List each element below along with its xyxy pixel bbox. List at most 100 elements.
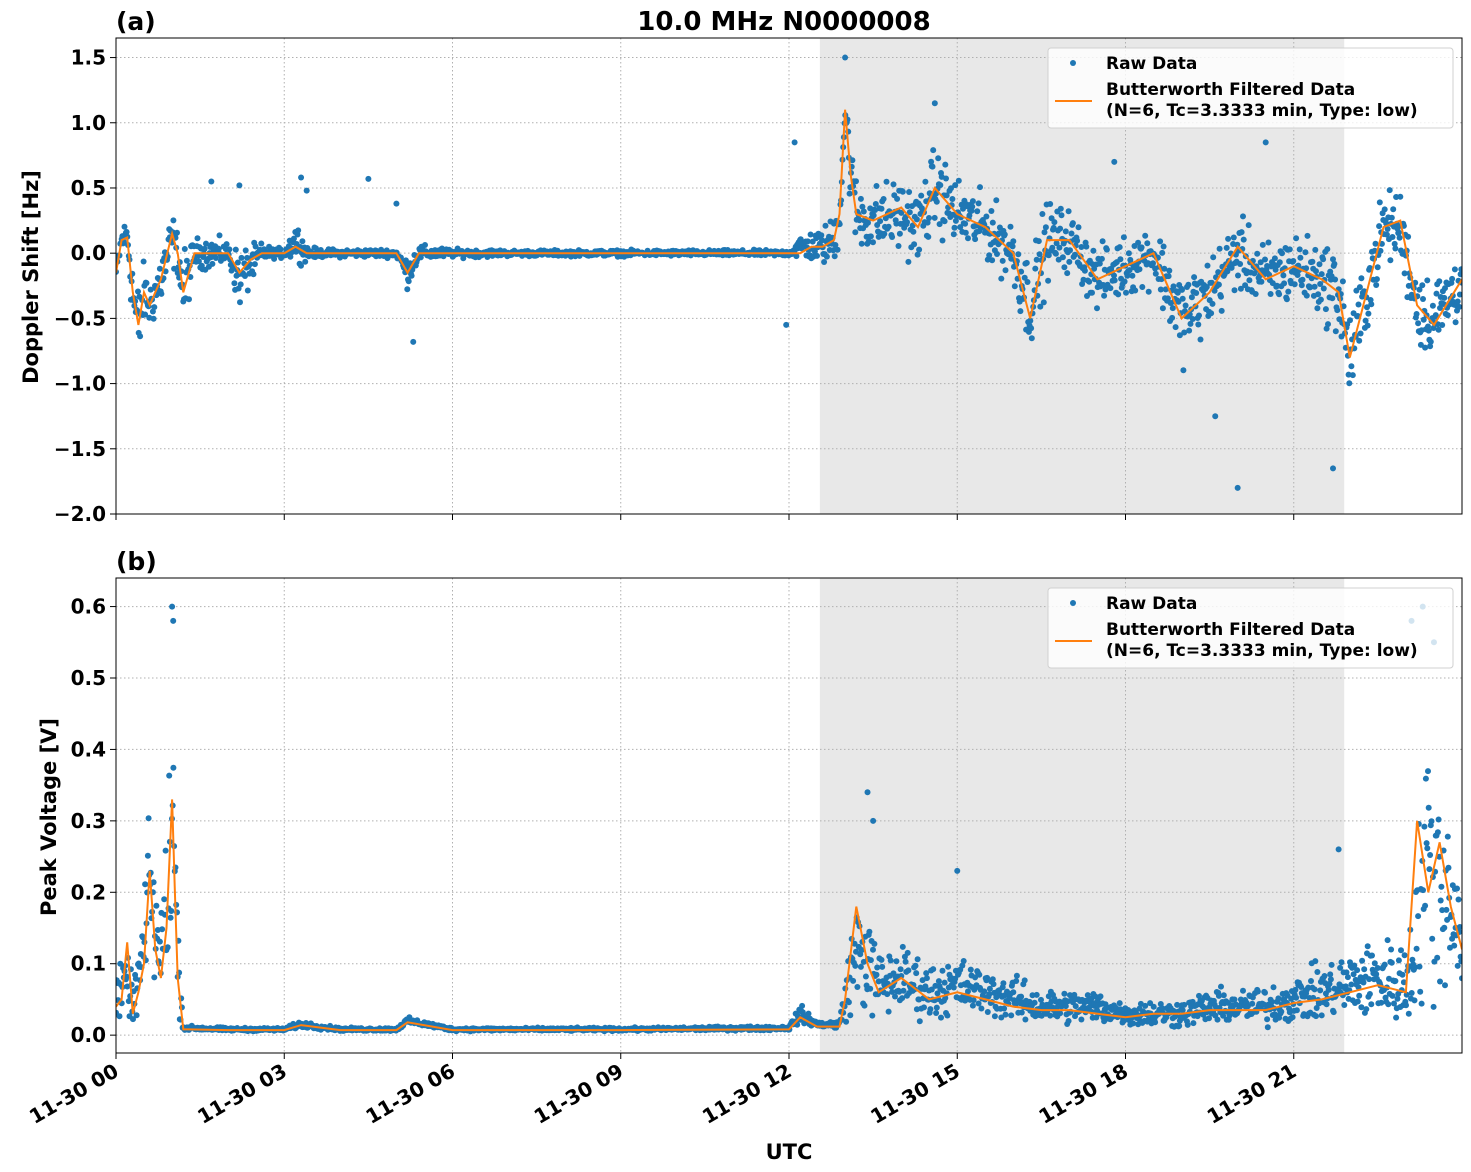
raw-data-point	[882, 215, 889, 222]
raw-data-point	[1309, 258, 1316, 265]
raw-data-point	[1355, 984, 1362, 991]
filtered-data-line	[116, 799, 1462, 1032]
raw-data-point	[1132, 287, 1139, 294]
raw-data-point	[1449, 935, 1456, 942]
raw-data-point	[1180, 367, 1187, 374]
raw-data-point	[1441, 924, 1448, 931]
raw-data-point	[1384, 937, 1391, 944]
raw-data-point	[1388, 959, 1395, 966]
raw-data-point	[153, 902, 160, 909]
raw-data-point	[1308, 275, 1315, 282]
raw-data-point	[1028, 325, 1035, 332]
raw-data-point	[1332, 328, 1339, 335]
raw-data-point	[1001, 1005, 1008, 1012]
raw-data-point	[1017, 308, 1024, 315]
raw-data-point	[1279, 250, 1285, 257]
raw-data-point	[1327, 976, 1334, 983]
raw-data-point	[1072, 251, 1078, 258]
raw-data-point	[783, 321, 790, 328]
y-tick-label: −1.0	[54, 372, 106, 396]
raw-data-point	[1165, 273, 1172, 280]
raw-data-point	[860, 208, 867, 215]
raw-data-point	[1189, 316, 1196, 322]
raw-data-point	[922, 178, 929, 185]
raw-data-point	[1374, 965, 1381, 971]
y-tick-label: 1.0	[71, 111, 106, 135]
raw-data-point	[921, 1004, 927, 1011]
x-tick-label: 11-30 18	[1034, 1059, 1132, 1129]
raw-data-point	[937, 182, 944, 189]
raw-data-point	[1325, 321, 1331, 328]
raw-data-point	[977, 184, 983, 191]
raw-data-point	[1150, 260, 1156, 267]
raw-data-point	[1350, 971, 1357, 978]
raw-data-point	[969, 203, 976, 210]
raw-data-point	[1161, 265, 1168, 272]
raw-data-point	[904, 203, 911, 210]
raw-data-point	[1451, 266, 1458, 273]
raw-data-point	[302, 258, 309, 265]
raw-data-point	[1075, 224, 1082, 231]
raw-data-point	[1249, 1000, 1256, 1007]
raw-data-point	[1334, 307, 1341, 314]
raw-data-point	[879, 963, 886, 970]
raw-data-point	[1421, 823, 1428, 830]
raw-data-point	[1320, 285, 1327, 292]
raw-data-point	[924, 219, 931, 226]
raw-data-point	[298, 174, 305, 181]
raw-data-point	[422, 242, 428, 248]
raw-data-point	[1066, 258, 1073, 265]
raw-data-point	[893, 958, 900, 965]
raw-data-point	[1443, 906, 1450, 913]
raw-data-point	[1396, 234, 1403, 241]
raw-data-point	[1002, 1011, 1009, 1018]
raw-data-point	[1157, 238, 1164, 245]
raw-data-point	[850, 977, 857, 984]
raw-data-point	[1415, 320, 1422, 327]
raw-data-point	[1313, 1005, 1320, 1011]
x-tick-label: 11-30 12	[698, 1059, 796, 1129]
raw-data-point	[140, 258, 147, 265]
raw-data-point	[1086, 278, 1093, 285]
raw-data-point	[960, 958, 967, 964]
raw-data-point	[860, 958, 867, 965]
raw-data-point	[1157, 286, 1164, 293]
raw-data-point	[993, 197, 1000, 204]
raw-data-point	[238, 254, 245, 261]
raw-data-point	[1045, 277, 1052, 284]
legend-box	[1047, 587, 1454, 669]
raw-data-point	[989, 257, 996, 264]
raw-data-point	[1360, 979, 1367, 986]
raw-data-point	[303, 187, 310, 194]
raw-data-point	[1444, 312, 1451, 319]
raw-data-point	[183, 257, 190, 264]
raw-data-point	[1203, 284, 1210, 290]
raw-data-point	[236, 182, 243, 189]
raw-data-point	[1179, 295, 1186, 302]
raw-data-point	[1258, 278, 1265, 285]
raw-data-point	[965, 988, 971, 995]
raw-data-point	[1298, 282, 1305, 289]
raw-data-point	[1376, 199, 1383, 206]
raw-data-point	[1317, 987, 1324, 994]
raw-data-point	[1283, 296, 1290, 303]
raw-data-point	[986, 252, 993, 259]
raw-data-point	[859, 203, 866, 210]
raw-data-point	[1427, 343, 1434, 350]
raw-data-point	[1024, 279, 1031, 285]
x-tick-label: 11-30 15	[866, 1059, 964, 1129]
raw-data-point	[1363, 1006, 1370, 1013]
raw-data-point	[1313, 1013, 1319, 1020]
legend-raw-marker	[1070, 60, 1076, 66]
raw-data-point	[1365, 310, 1372, 317]
raw-data-point	[894, 195, 901, 202]
y-tick-label: −2.0	[54, 502, 106, 526]
raw-data-point	[880, 196, 887, 202]
raw-data-point	[1357, 330, 1364, 337]
raw-data-point	[1349, 372, 1356, 379]
raw-data-point	[897, 966, 904, 973]
raw-data-point	[1234, 241, 1241, 248]
raw-data-point	[1374, 264, 1381, 271]
raw-data-point	[1234, 484, 1241, 491]
